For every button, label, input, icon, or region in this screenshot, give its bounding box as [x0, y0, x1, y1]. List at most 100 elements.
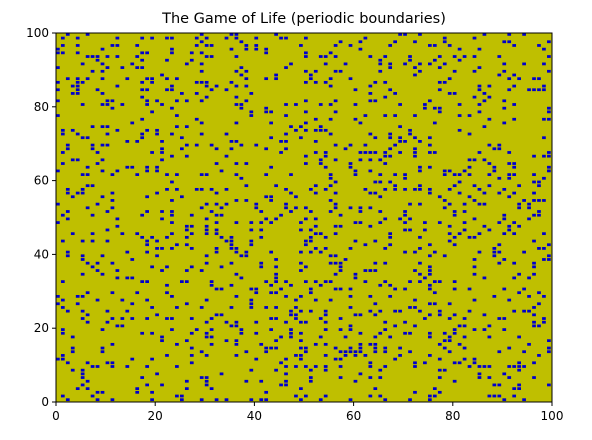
live-cell	[482, 202, 487, 206]
live-cell	[140, 213, 145, 217]
live-cell	[467, 365, 472, 368]
live-cell	[408, 350, 412, 354]
live-cell	[428, 272, 432, 276]
live-cell	[413, 306, 417, 309]
live-cell	[264, 350, 269, 354]
live-cell	[442, 40, 447, 44]
live-cell	[368, 206, 373, 210]
live-cell	[299, 357, 303, 361]
live-cell	[462, 324, 467, 328]
live-cell	[497, 143, 502, 147]
live-cell	[75, 51, 80, 55]
live-cell	[432, 394, 437, 398]
live-cell	[140, 58, 145, 62]
live-cell	[413, 324, 417, 328]
live-cell	[542, 199, 546, 202]
live-cell	[308, 239, 313, 243]
live-cell	[100, 62, 105, 66]
live-cell	[408, 331, 412, 335]
live-cell	[333, 254, 338, 258]
live-cell	[333, 206, 338, 210]
live-cell	[338, 213, 343, 217]
live-cell	[462, 169, 467, 173]
live-cell	[224, 88, 229, 92]
y-tick-label: 0	[41, 395, 49, 409]
live-cell	[155, 191, 159, 195]
live-cell	[437, 80, 442, 84]
live-cell	[75, 92, 80, 95]
live-cell	[289, 191, 293, 195]
live-cell	[383, 320, 388, 324]
live-cell	[234, 294, 239, 298]
live-cell	[343, 354, 348, 357]
live-cell	[323, 55, 328, 58]
live-cell	[199, 206, 204, 210]
live-cell	[368, 309, 373, 313]
live-cell	[333, 357, 338, 361]
live-cell	[60, 306, 65, 309]
live-cell	[358, 206, 363, 210]
live-cell	[368, 342, 373, 346]
live-cell	[284, 383, 288, 387]
live-cell	[239, 73, 244, 77]
live-cell	[140, 376, 145, 379]
live-cell	[323, 247, 328, 250]
live-cell	[512, 103, 517, 106]
live-cell	[170, 247, 174, 250]
live-cell	[432, 250, 437, 254]
live-cell	[80, 80, 85, 84]
live-cell	[378, 180, 383, 184]
live-cell	[487, 84, 492, 88]
live-cell	[130, 317, 135, 320]
live-cell	[547, 151, 551, 154]
live-cell	[170, 232, 174, 236]
live-cell	[155, 247, 159, 250]
live-cell	[239, 331, 244, 335]
live-cell	[284, 66, 288, 69]
live-cell	[304, 121, 308, 125]
live-cell	[472, 357, 477, 361]
live-cell	[70, 158, 75, 162]
live-cell	[269, 136, 273, 140]
live-cell	[338, 287, 343, 291]
live-cell	[269, 121, 273, 125]
live-cell	[383, 151, 388, 154]
live-cell	[184, 125, 189, 129]
live-cell	[120, 317, 125, 320]
live-cell	[180, 394, 184, 398]
live-cell	[85, 361, 90, 365]
live-cell	[60, 44, 65, 47]
live-cell	[70, 84, 75, 88]
live-cell	[542, 84, 546, 88]
live-cell	[100, 195, 105, 199]
live-cell	[65, 33, 70, 36]
live-cell	[432, 151, 437, 154]
live-cell	[180, 92, 184, 95]
live-cell	[373, 346, 378, 350]
live-cell	[234, 272, 239, 276]
live-cell	[254, 206, 259, 210]
live-cell	[323, 128, 328, 132]
live-cell	[294, 317, 298, 320]
live-cell	[537, 180, 541, 184]
live-cell	[333, 202, 338, 206]
live-cell	[284, 140, 288, 143]
live-cell	[428, 99, 432, 103]
live-cell	[204, 224, 209, 228]
live-cell	[249, 239, 254, 243]
live-cell	[467, 114, 472, 117]
live-cell	[338, 376, 343, 379]
live-cell	[512, 84, 517, 88]
live-cell	[224, 187, 229, 191]
live-cell	[437, 88, 442, 92]
live-cell	[437, 280, 442, 283]
live-cell	[477, 66, 482, 69]
live-cell	[100, 47, 105, 51]
live-cell	[304, 265, 308, 269]
live-cell	[522, 287, 526, 291]
live-cell	[85, 77, 90, 81]
live-cell	[502, 40, 507, 44]
live-cell	[547, 339, 551, 343]
live-cell	[254, 143, 259, 147]
